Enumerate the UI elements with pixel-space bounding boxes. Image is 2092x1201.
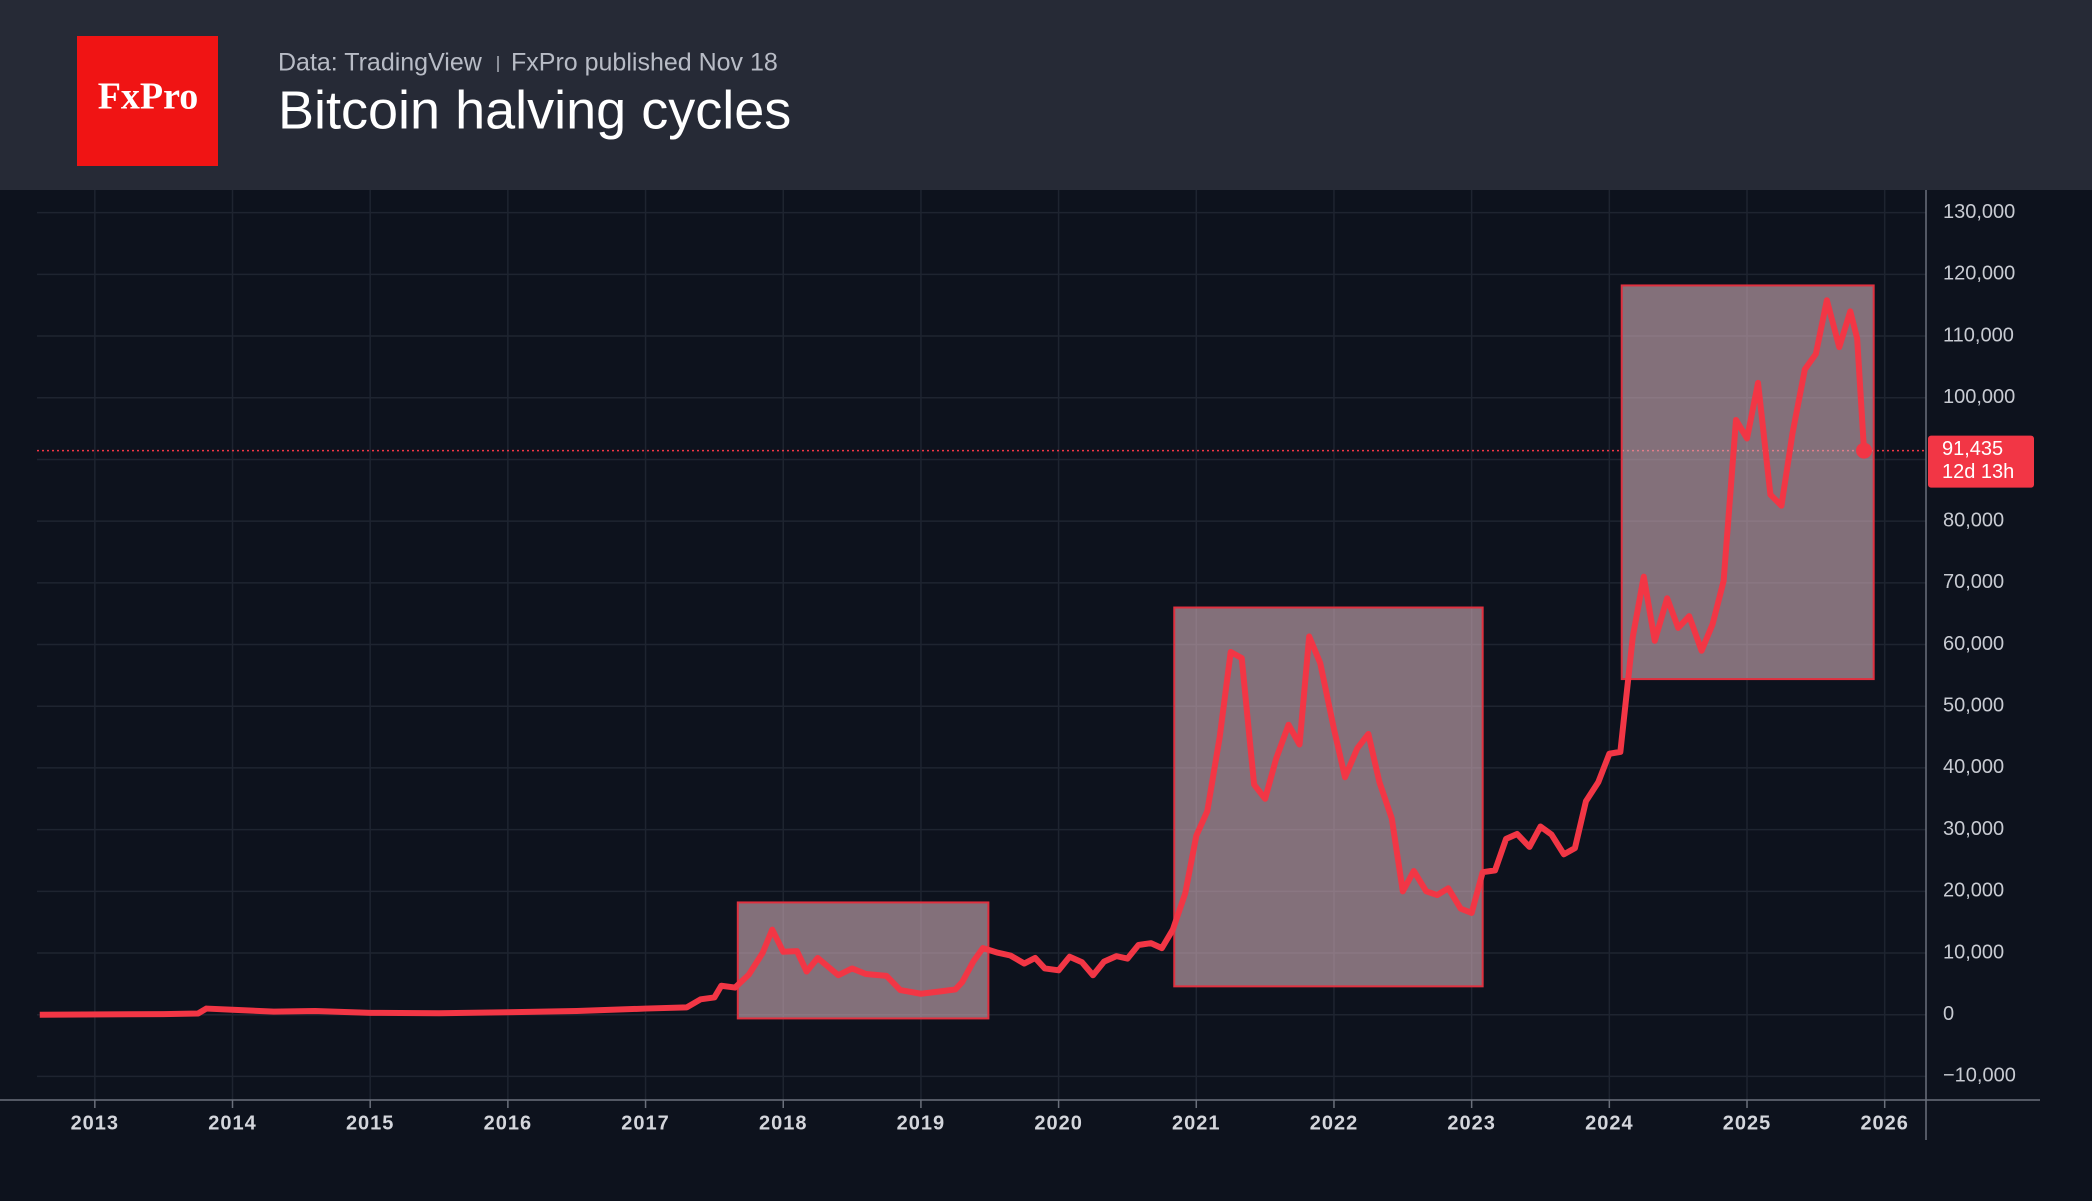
x-tick-label: 2013 bbox=[71, 1112, 120, 1134]
x-tick-label: 2016 bbox=[484, 1112, 533, 1134]
x-tick-label: 2021 bbox=[1172, 1112, 1221, 1134]
y-tick-label: 120,000 bbox=[1943, 263, 2015, 285]
x-tick-label: 2023 bbox=[1447, 1112, 1496, 1134]
last-point bbox=[1856, 442, 1873, 459]
x-tick-label: 2025 bbox=[1723, 1112, 1772, 1134]
y-tick-label: 50,000 bbox=[1943, 695, 2004, 717]
y-tick-label: 30,000 bbox=[1943, 818, 2004, 840]
y-tick-label: −10,000 bbox=[1943, 1065, 2016, 1087]
highlight-box bbox=[736, 901, 990, 1020]
x-tick-label: 2020 bbox=[1034, 1112, 1083, 1134]
x-tick-label: 2014 bbox=[208, 1112, 257, 1134]
y-tick-label: 10,000 bbox=[1943, 941, 2004, 963]
x-tick-label: 2017 bbox=[621, 1112, 670, 1134]
x-tick-label: 2018 bbox=[759, 1112, 808, 1134]
y-tick-label: 100,000 bbox=[1943, 386, 2015, 408]
published: FxPro published Nov 18 bbox=[511, 49, 778, 77]
x-tick-label: 2022 bbox=[1310, 1112, 1359, 1134]
y-tick-label: 70,000 bbox=[1943, 571, 2004, 593]
price-tag bbox=[1928, 435, 2034, 488]
x-tick-label: 2015 bbox=[346, 1112, 395, 1134]
x-tick-label: 2019 bbox=[897, 1112, 946, 1134]
highlight-box bbox=[1173, 606, 1484, 988]
price-label: 91,435 bbox=[1942, 438, 2003, 460]
y-tick-label: 80,000 bbox=[1943, 509, 2004, 531]
countdown: 12d 13h bbox=[1942, 461, 2014, 483]
y-tick-label: 40,000 bbox=[1943, 756, 2004, 778]
y-tick-label: 110,000 bbox=[1943, 324, 2014, 346]
price-line bbox=[39, 297, 1868, 1018]
y-tick-label: 130,000 bbox=[1943, 201, 2015, 223]
chart-title: Bitcoin halving cycles bbox=[278, 80, 791, 140]
logo: FxPro bbox=[98, 76, 199, 118]
x-tick-label: 2026 bbox=[1860, 1112, 1909, 1134]
logo-box bbox=[77, 36, 218, 166]
y-tick-label: 60,000 bbox=[1943, 633, 2004, 655]
x-tick-label: 2024 bbox=[1585, 1112, 1634, 1134]
y-tick-label: 0 bbox=[1943, 1003, 1954, 1025]
header-band bbox=[0, 0, 2092, 190]
y-tick-label: 20,000 bbox=[1943, 880, 2004, 902]
source: Data: TradingView bbox=[278, 49, 483, 77]
